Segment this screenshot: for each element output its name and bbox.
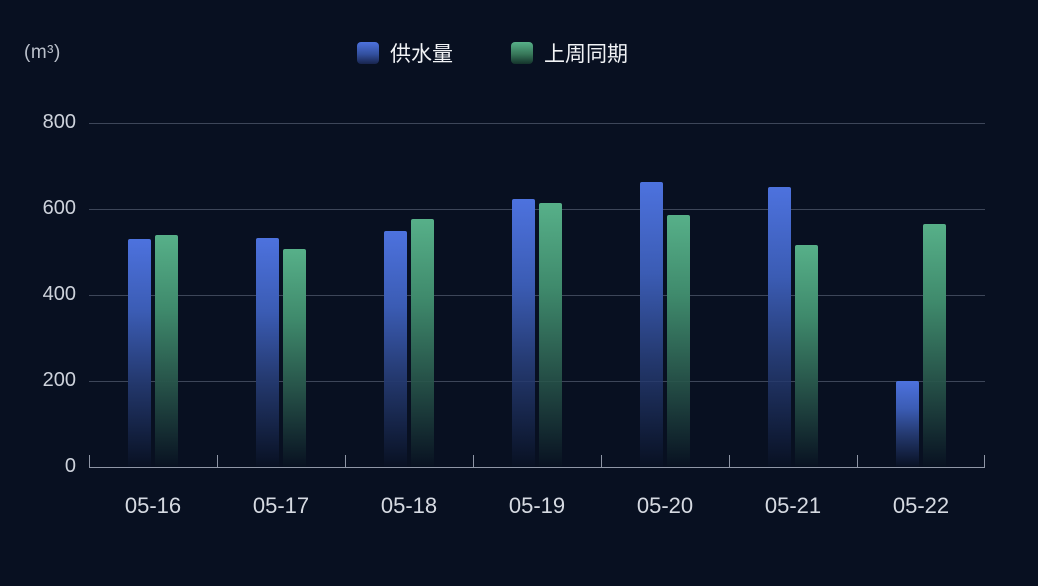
x-axis-label-05-20: 05-20: [636, 493, 694, 518]
x-axis-tick: [729, 455, 730, 467]
gridline-600: [89, 209, 985, 210]
x-axis-tick: [601, 455, 602, 467]
legend-label-last-week: 上周同期: [544, 43, 628, 66]
x-axis-tick: [857, 455, 858, 467]
bar-supply-05-19[interactable]: [512, 198, 535, 467]
legend-label-supply: 供水量: [390, 43, 453, 66]
gridline-800: [89, 123, 985, 124]
bar-last-week-05-22[interactable]: [923, 224, 946, 467]
x-axis-label-05-16: 05-16: [124, 493, 182, 518]
bar-last-week-05-17[interactable]: [283, 248, 306, 467]
bar-supply-05-21[interactable]: [768, 186, 791, 467]
x-axis-label-05-19: 05-19: [508, 493, 566, 518]
legend-item-last-week[interactable]: 上周同期: [511, 38, 628, 68]
x-axis-label-05-17: 05-17: [252, 493, 310, 518]
bar-last-week-05-19[interactable]: [539, 202, 562, 467]
y-axis-unit-label: (m³): [24, 42, 61, 63]
bar-supply-05-18[interactable]: [384, 231, 407, 467]
legend-swatch-supply-icon: [357, 42, 379, 64]
x-axis-label-05-18: 05-18: [380, 493, 438, 518]
x-axis-tick: [89, 455, 90, 467]
x-axis-tick: [984, 455, 985, 467]
x-axis-tick: [217, 455, 218, 467]
legend-swatch-last-week-icon: [511, 42, 533, 64]
y-axis-label-800: 800: [42, 111, 76, 133]
legend-item-supply[interactable]: 供水量: [357, 38, 453, 68]
y-axis-label-600: 600: [42, 197, 76, 219]
y-axis-label-200: 200: [42, 369, 76, 391]
x-axis-label-05-21: 05-21: [764, 493, 822, 518]
x-axis-label-05-22: 05-22: [892, 493, 950, 518]
gridline-400: [89, 295, 985, 296]
bar-supply-05-20[interactable]: [640, 182, 663, 467]
bar-supply-05-22[interactable]: [896, 381, 919, 467]
plot-area: [89, 123, 985, 468]
y-axis-label-400: 400: [42, 283, 76, 305]
bar-last-week-05-21[interactable]: [795, 244, 818, 467]
bar-last-week-05-20[interactable]: [667, 214, 690, 467]
y-axis-label-0: 0: [64, 455, 76, 477]
x-axis-tick: [345, 455, 346, 467]
gridline-200: [89, 381, 985, 382]
x-axis-tick: [473, 455, 474, 467]
bar-supply-05-17[interactable]: [256, 238, 279, 467]
bar-last-week-05-18[interactable]: [411, 219, 434, 467]
legend: 供水量 上周同期: [357, 38, 628, 68]
bar-supply-05-16[interactable]: [128, 239, 151, 467]
bar-last-week-05-16[interactable]: [155, 235, 178, 467]
